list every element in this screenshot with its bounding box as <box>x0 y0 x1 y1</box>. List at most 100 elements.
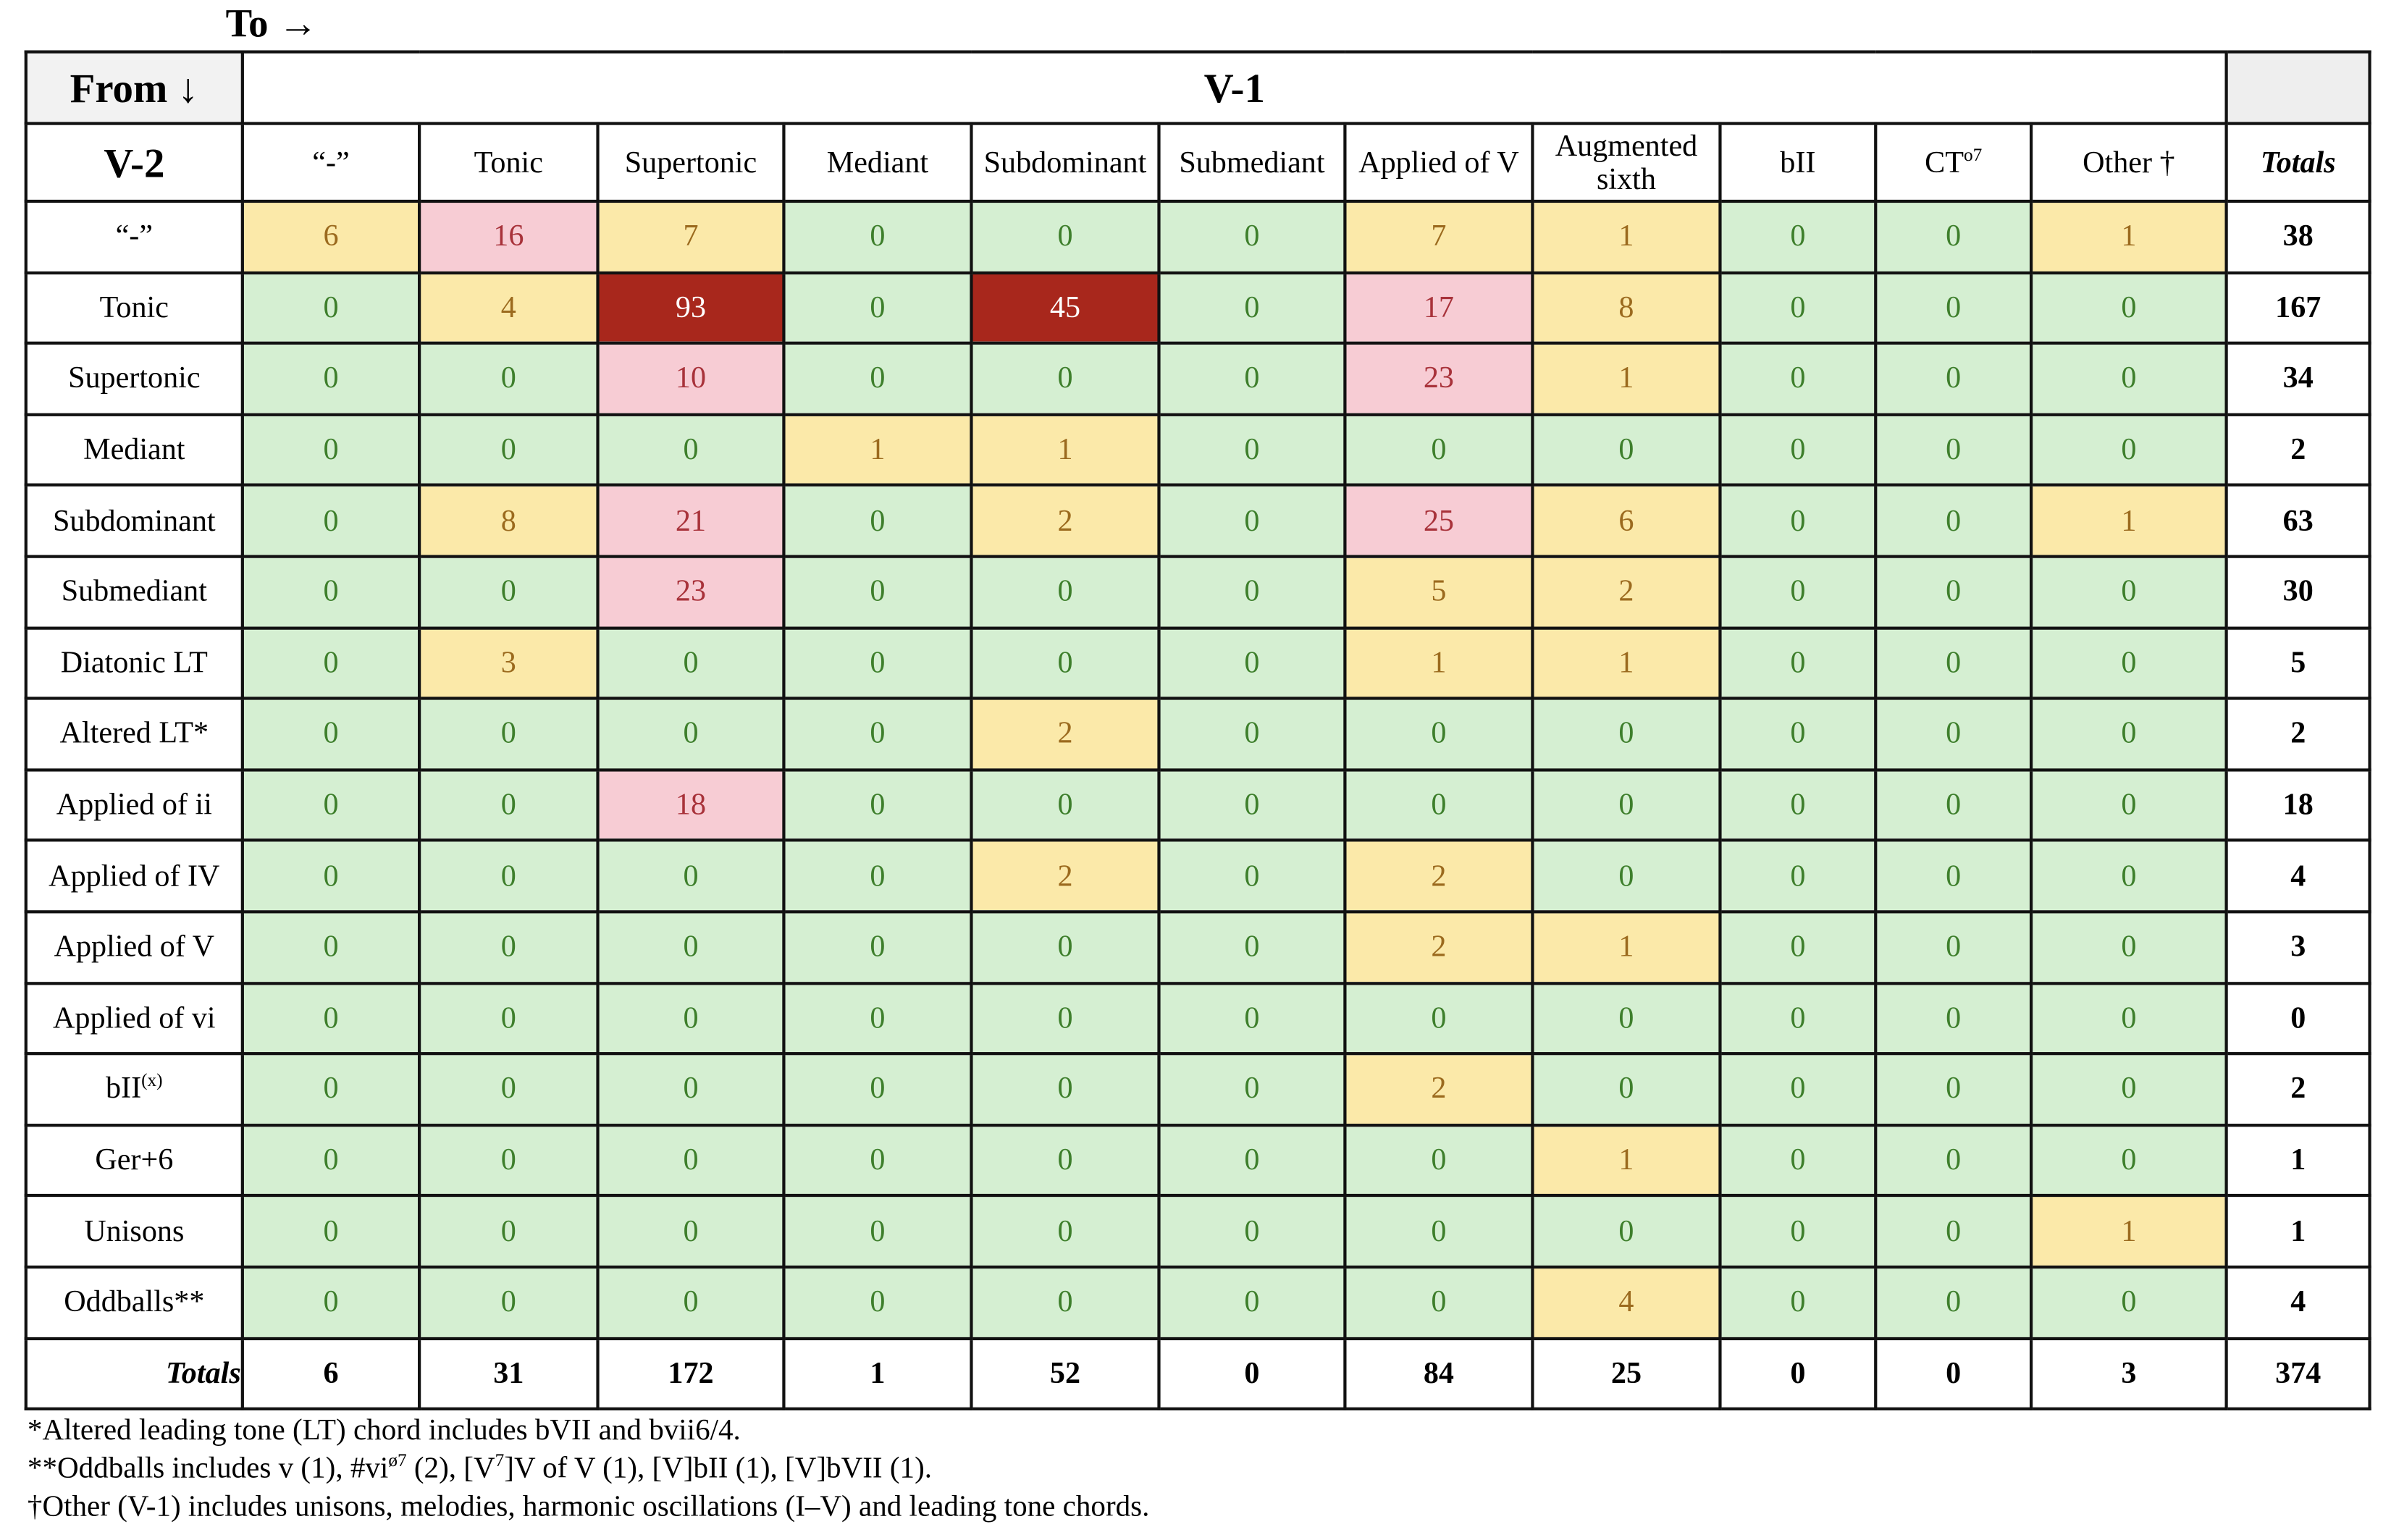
cell: 0 <box>782 1052 973 1127</box>
cell: 0 <box>418 342 600 416</box>
column-label: CT <box>1925 146 1964 180</box>
data-row: Oddballs** 0 0 0 0 0 0 0 4 0 0 0 4 <box>24 1265 2371 1340</box>
data-row: Ger+6 0 0 0 0 0 0 0 1 0 0 0 1 <box>24 1123 2371 1198</box>
cell: 0 <box>2029 981 2228 1056</box>
row-label: Supertonic <box>24 342 244 416</box>
cell: 0 <box>1718 910 1878 985</box>
cell: 0 <box>240 271 421 345</box>
cell: 0 <box>2029 555 2228 629</box>
cell: 0 <box>418 1123 600 1198</box>
data-row: Applied of ii 0 0 18 0 0 0 0 0 0 0 0 18 <box>24 767 2371 843</box>
row-total: 5 <box>2224 626 2371 700</box>
row-label-text: Altered LT* <box>59 717 209 752</box>
data-row: Submediant 0 0 23 0 0 0 5 2 0 0 0 30 <box>24 555 2371 629</box>
column-header: CTo7 <box>1874 122 2033 203</box>
cell: 0 <box>1157 1052 1347 1127</box>
cell: 0 <box>240 626 421 700</box>
cell: 0 <box>1874 271 2033 345</box>
row-total: 4 <box>2224 838 2371 914</box>
footnote: *Altered leading tone (LT) chord include… <box>28 1412 1150 1450</box>
cell: 0 <box>2029 271 2228 345</box>
cell: 0 <box>782 767 973 843</box>
row-total: 2 <box>2224 413 2371 487</box>
cell: 1 <box>1531 910 1722 985</box>
column-total: 6 <box>240 1336 421 1410</box>
row-label-sup: (x) <box>141 1069 163 1092</box>
cell: 0 <box>1531 413 1722 487</box>
cell: 0 <box>782 626 973 700</box>
cell: 1 <box>782 413 973 487</box>
cell: 0 <box>1157 767 1347 843</box>
row-label: Submediant <box>24 555 244 629</box>
data-row: Mediant 0 0 0 1 1 0 0 0 0 0 0 2 <box>24 413 2371 487</box>
cell: 1 <box>1531 199 1722 274</box>
cell: 0 <box>1874 1052 2033 1127</box>
row-total: 1 <box>2224 1123 2371 1198</box>
cell: 0 <box>782 199 973 274</box>
data-row: Supertonic 0 0 10 0 0 0 23 1 0 0 0 34 <box>24 342 2371 416</box>
cell: 0 <box>970 981 1161 1056</box>
row-label-text: Ger+6 <box>95 1143 174 1177</box>
column-sup: o7 <box>1963 143 1983 165</box>
row-label-text: Applied of ii <box>56 788 212 822</box>
cell: 1 <box>2029 1194 2228 1268</box>
cell: 0 <box>418 555 600 629</box>
column-header: bII <box>1718 122 1878 203</box>
cell: 23 <box>596 555 786 629</box>
cell: 0 <box>1157 981 1347 1056</box>
cell: 0 <box>970 1265 1161 1340</box>
cell: 93 <box>596 271 786 345</box>
cell: 0 <box>596 910 786 985</box>
cell: 0 <box>1157 555 1347 629</box>
row-total: 30 <box>2224 555 2371 629</box>
row-label: Tonic <box>24 271 244 345</box>
blank-cell <box>2224 50 2371 125</box>
cell: 0 <box>596 697 786 772</box>
data-row: Applied of vi 0 0 0 0 0 0 0 0 0 0 0 0 <box>24 981 2371 1056</box>
cell: 7 <box>1343 199 1534 274</box>
transition-table: From ↓ V-1 V-2 “-” Tonic Supertonic Mediant Sub… <box>24 50 2371 1410</box>
cell: 2 <box>970 484 1161 558</box>
footnote-sup: 7 <box>495 1449 505 1471</box>
row-label-text: Applied of IV <box>49 859 220 893</box>
column-header: Augmented sixth <box>1531 122 1722 203</box>
cell: 0 <box>1718 1052 1878 1127</box>
cell: 0 <box>2029 1265 2228 1340</box>
cell: 0 <box>1343 1123 1534 1198</box>
row-total: 63 <box>2224 484 2371 558</box>
cell: 0 <box>2029 767 2228 843</box>
cell: 0 <box>1874 342 2033 416</box>
cell: 0 <box>1343 697 1534 772</box>
cell: 0 <box>1874 555 2033 629</box>
row-label: Mediant <box>24 413 244 487</box>
row-label: Diatonic LT <box>24 626 244 700</box>
cell: 0 <box>1874 1194 2033 1268</box>
data-row: Subdominant 0 8 21 0 2 0 25 6 0 0 1 63 <box>24 484 2371 558</box>
cell: 0 <box>782 910 973 985</box>
row-label: Applied of vi <box>24 981 244 1056</box>
column-header: Supertonic <box>596 122 786 203</box>
column-header: Subdominant <box>970 122 1161 203</box>
cell: 0 <box>970 555 1161 629</box>
cell: 4 <box>418 271 600 345</box>
row-label: Ger+6 <box>24 1123 244 1198</box>
column-header: Mediant <box>782 122 973 203</box>
data-row: Tonic 0 4 93 0 45 0 17 8 0 0 0 167 <box>24 271 2371 345</box>
cell: 2 <box>1343 1052 1534 1127</box>
cell: 0 <box>782 555 973 629</box>
cell: 0 <box>240 838 421 914</box>
cell: 0 <box>970 910 1161 985</box>
cell: 0 <box>1718 555 1878 629</box>
cell: 0 <box>1874 767 2033 843</box>
cell: 0 <box>240 555 421 629</box>
cell: 2 <box>1343 838 1534 914</box>
cell: 0 <box>782 1123 973 1198</box>
cell: 0 <box>970 199 1161 274</box>
cell: 0 <box>1874 484 2033 558</box>
cell: 0 <box>1343 981 1534 1056</box>
cell: 0 <box>782 1265 973 1340</box>
cell: 6 <box>1531 484 1722 558</box>
cell: 0 <box>1718 981 1878 1056</box>
column-total: 0 <box>1718 1336 1878 1410</box>
cell: 0 <box>1343 413 1534 487</box>
